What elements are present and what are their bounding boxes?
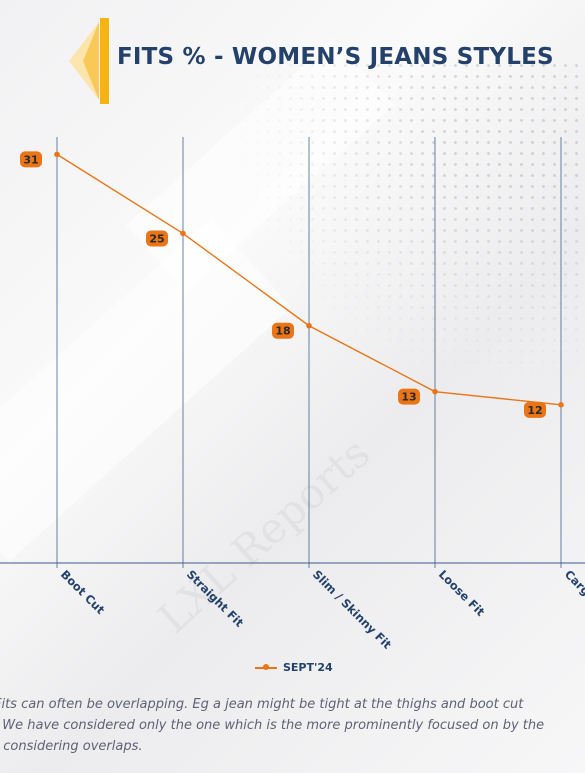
data-label: 31 — [23, 153, 38, 166]
footnote: Fits can often be overlapping. Eg a jean… — [0, 694, 585, 757]
x-tick-label: Cargo — [562, 567, 585, 604]
data-point — [432, 388, 438, 395]
data-label-badge — [272, 322, 294, 339]
legend-swatch — [255, 660, 277, 674]
data-label: 12 — [527, 404, 542, 417]
chart-legend: SEPT'24 — [255, 660, 333, 674]
data-point — [558, 402, 564, 408]
x-tick-label: Straight Fit — [184, 567, 247, 630]
data-label-badge — [20, 151, 42, 168]
chart-title: FITS % - WOMEN’S JEANS STYLES — [117, 44, 554, 70]
x-tick-label: Loose Fit — [436, 567, 488, 619]
footnote-line: . We have considered only the one which … — [0, 718, 545, 733]
x-tick-label: Slim / Skinny Fit — [310, 567, 395, 652]
data-label: 13 — [401, 391, 416, 404]
data-point — [54, 151, 60, 158]
brand-chevron-logo — [69, 18, 109, 104]
data-label: 18 — [275, 325, 290, 338]
data-label: 25 — [149, 232, 164, 245]
data-label-badge — [146, 230, 168, 247]
legend-label: SEPT'24 — [283, 660, 333, 674]
data-point — [306, 322, 312, 329]
footnote-line: t considering overlaps. — [0, 739, 143, 754]
data-label-badge — [524, 401, 546, 418]
data-point — [180, 230, 186, 237]
footnote-line: Fits can often be overlapping. Eg a jean… — [0, 697, 524, 712]
x-tick-label: Boot Cut — [58, 567, 108, 617]
data-label-badge — [398, 388, 420, 405]
